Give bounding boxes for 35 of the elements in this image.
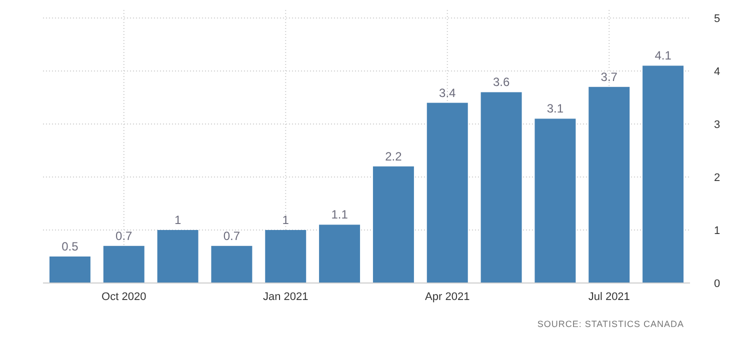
y-tick-label: 5 [714,12,720,25]
bar [588,86,630,283]
bar [157,230,198,283]
x-tick-label: Oct 2020 [102,291,146,303]
y-tick-label: 3 [714,118,720,131]
bar [534,118,576,283]
data-label: 3.4 [439,86,456,100]
data-label: 3.1 [546,102,564,116]
data-label: 1.1 [331,208,348,222]
y-tick-label: 4 [714,66,720,78]
x-tick-label: Jan 2021 [262,291,308,303]
bar [319,224,360,283]
bar [211,246,252,283]
y-tick-label: 1 [714,224,720,237]
y-tick-label: 0 [714,278,720,290]
source-note: SOURCE: STATISTICS CANADA [537,319,684,329]
bar [103,246,144,283]
data-label: 1 [282,213,290,227]
bar [372,166,414,283]
data-label: 2.2 [385,149,402,164]
data-label: 4.1 [654,48,672,63]
bar [642,66,684,283]
data-label: 3.6 [492,75,510,90]
data-label: 3.7 [600,70,618,84]
bar [49,256,90,283]
bar [265,230,306,283]
data-label: 0.5 [62,240,79,254]
data-label: 1 [174,213,182,227]
data-label: 0.7 [223,228,240,243]
y-tick-label: 2 [714,172,720,184]
bar [480,92,522,283]
x-tick-label: Apr 2021 [425,291,470,303]
data-label: 0.7 [116,228,133,243]
bar [426,102,468,283]
x-tick-label: Jul 2021 [588,291,630,303]
